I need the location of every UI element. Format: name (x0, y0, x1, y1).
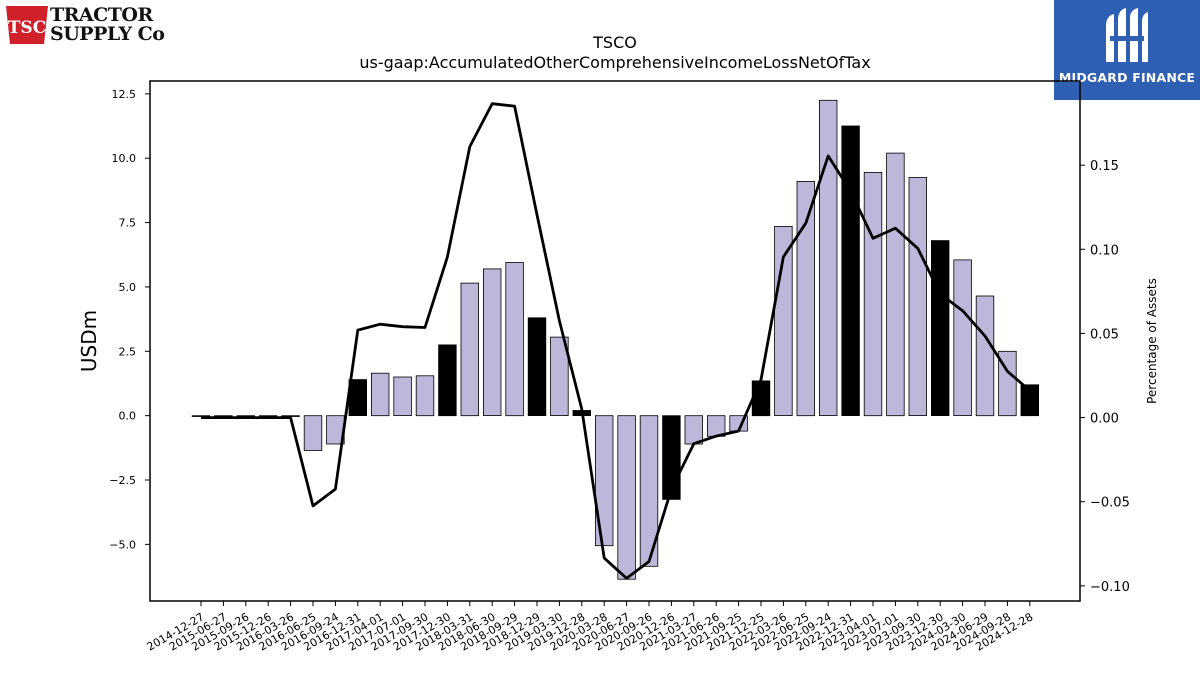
chart-subtitle: us-gaap:AccumulatedOtherComprehensiveInc… (359, 53, 870, 72)
y2-tick-label: 0.00 (1090, 412, 1119, 427)
bar-2019-03-30 (550, 336, 569, 417)
bar-2017-09-30 (415, 375, 435, 417)
bar-2022-12-31 (841, 125, 860, 417)
bar-series (191, 99, 1040, 580)
tsc-badge-icon: TSC (6, 6, 48, 44)
bar-2018-06-30 (482, 268, 502, 416)
y-axis-left: −5.0 −2.5 0.0 2.5 5.0 7.5 10.0 12.5 (109, 88, 150, 551)
bar-2021-03-27 (684, 415, 704, 445)
y2-tick-label: −0.05 (1090, 496, 1130, 511)
y-axis-label: USDm (77, 310, 101, 372)
bar-2017-12-30 (438, 344, 457, 417)
line-series (201, 102, 1031, 580)
bar-2016-06-25 (303, 415, 323, 451)
bar-2020-06-27 (617, 415, 636, 580)
y-tick-label: 7.5 (119, 217, 137, 230)
y2-axis-label: Percentage of Assets (1145, 278, 1159, 404)
y2-tick-label: 0.05 (1090, 327, 1119, 342)
bar-2023-09-30 (908, 177, 928, 417)
bar-2018-03-31 (460, 282, 480, 417)
bar-2024-03-30 (953, 259, 972, 416)
bar-2016-12-31 (348, 379, 368, 417)
bar-2020-03-28 (595, 415, 614, 547)
bar-2024-09-28 (998, 350, 1017, 417)
y2-tick-label: 0.10 (1090, 243, 1119, 258)
bar-2023-07-01 (886, 152, 905, 417)
bar-2017-04-01 (370, 372, 390, 417)
bar-2017-07-01 (393, 376, 412, 416)
bar-2023-04-01 (863, 171, 883, 417)
y-tick-label: 12.5 (112, 88, 137, 101)
bar-2021-06-26 (707, 415, 726, 437)
plot-frame (149, 80, 1081, 602)
y-axis-right: −0.10 −0.05 0.00 0.05 0.10 0.15 (1080, 159, 1130, 595)
y-tick-label: −2.5 (109, 474, 136, 487)
y-tick-label: 2.5 (119, 345, 137, 358)
wordmark-line-2: SUPPLY Co (50, 23, 165, 45)
y-tick-label: 5.0 (119, 281, 137, 294)
tractor-supply-wordmark: TRACTOR SUPPLY Co (50, 4, 165, 45)
bar-2018-12-29 (527, 317, 547, 416)
y-tick-label: 10.0 (112, 152, 137, 165)
x-axis: 2014-12-272015-06-272015-09-262015-12-26… (145, 601, 1035, 654)
percentage-line (201, 102, 1031, 580)
bar-2023-12-30 (931, 240, 950, 417)
bar-2022-06-25 (796, 180, 816, 417)
bar-2018-09-29 (505, 262, 524, 417)
y2-tick-label: 0.15 (1090, 159, 1119, 174)
y-tick-label: 0.0 (119, 410, 137, 423)
bar-2024-12-28 (1020, 384, 1040, 417)
tsc-badge-text: TSC (8, 18, 46, 38)
y-tick-label: −5.0 (109, 538, 136, 551)
bar-2021-12-25 (751, 380, 771, 417)
y2-tick-label: −0.10 (1090, 580, 1130, 595)
midgard-finance-text: MIDGARD FINANCE (1058, 70, 1196, 85)
bar-2022-09-24 (819, 99, 838, 416)
midgard-finance-logo: MIDGARD FINANCE (1054, 0, 1200, 100)
chart-title: TSCO (592, 33, 637, 52)
bar-2024-06-29 (975, 295, 995, 417)
midgard-emblem-icon (1106, 8, 1148, 62)
wordmark-line-1: TRACTOR (50, 4, 153, 26)
tractor-supply-logo: TSC TRACTOR SUPPLY Co (6, 4, 166, 48)
bar-2020-09-26 (639, 415, 659, 567)
